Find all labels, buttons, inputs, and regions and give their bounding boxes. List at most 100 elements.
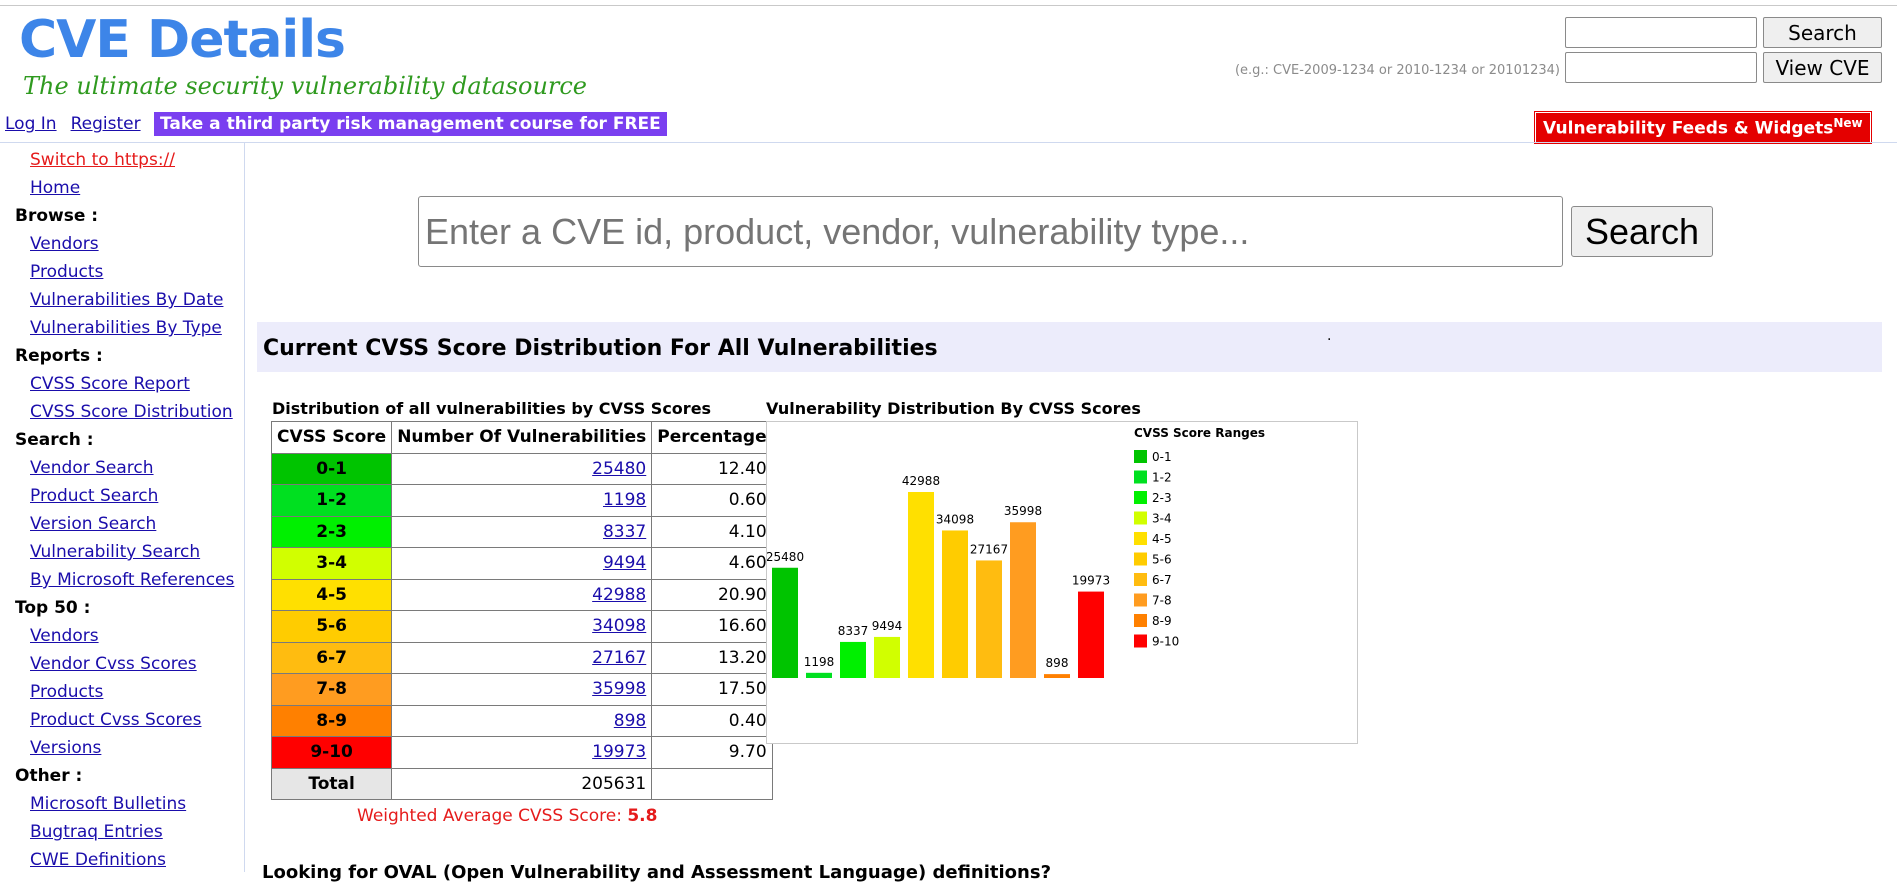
quick-search-input[interactable] [1565, 17, 1757, 48]
count-link[interactable]: 35998 [592, 679, 647, 700]
sidebar-item-products[interactable]: Products [30, 262, 104, 282]
sidebar-item-vulnerability-search[interactable]: Vulnerability Search [30, 542, 201, 562]
percentage-cell: 9.70 [651, 736, 773, 769]
legend-swatch [1134, 552, 1147, 566]
legend-swatch [1134, 593, 1147, 607]
sidebar-item-vendors[interactable]: Vendors [30, 234, 99, 254]
bar-5-6 [942, 530, 968, 678]
table-row: 3-4 9494 4.60 [270, 547, 773, 580]
count-link[interactable]: 27167 [592, 647, 647, 668]
table-caption: Distribution of all vulnerabilities by C… [272, 399, 712, 418]
sidebar-item-version-search[interactable]: Version Search [30, 514, 157, 534]
sidebar-head-reports: Reports : [15, 346, 103, 366]
promo-banner[interactable]: Take a third party risk management cours… [154, 112, 667, 136]
count-link[interactable]: 42988 [592, 584, 647, 605]
legend-swatch [1134, 470, 1147, 484]
count-cell: 8337 [391, 515, 653, 548]
table-row: 7-8 35998 17.50 [270, 673, 773, 706]
sidebar-item-vulns-by-date[interactable]: Vulnerabilities By Date [30, 290, 224, 310]
login-link[interactable]: Log In [5, 114, 57, 134]
legend-label: 3-4 [1152, 512, 1172, 526]
legend-swatch [1134, 573, 1147, 586]
percentage-cell: 0.60 [651, 484, 773, 517]
count-link[interactable]: 19973 [592, 742, 647, 763]
sidebar-item-top-product-cvss[interactable]: Product Cvss Scores [30, 710, 202, 730]
legend-label: 2-3 [1152, 491, 1172, 505]
legend-label: 7-8 [1152, 594, 1172, 608]
section-title: Current CVSS Score Distribution For All … [263, 336, 938, 361]
bar-9-10 [1078, 591, 1104, 678]
sidebar-item-top-versions[interactable]: Versions [30, 738, 102, 758]
count-link[interactable]: 898 [613, 710, 647, 731]
count-link[interactable]: 1198 [602, 490, 647, 511]
cve-example-hint: (e.g.: CVE-2009-1234 or 2010-1234 or 201… [1234, 63, 1560, 78]
quick-search-button[interactable]: Search [1763, 17, 1882, 48]
percentage-cell: 17.50 [651, 673, 773, 706]
main-search-input[interactable] [418, 196, 1563, 267]
count-cell: 898 [391, 704, 653, 737]
score-range-cell: 5-6 [270, 610, 393, 643]
sidebar-item-cvss-report[interactable]: CVSS Score Report [30, 374, 190, 394]
bar-0-1 [772, 567, 798, 678]
bar-value-label: 42988 [902, 474, 940, 488]
col-header-percentage: Percentage [651, 421, 773, 454]
bar-4-5 [908, 492, 934, 678]
bar-1-2 [806, 672, 832, 678]
legend-swatch [1134, 614, 1147, 627]
bar-value-label: 898 [1046, 656, 1069, 670]
bar-value-label: 27167 [970, 542, 1008, 556]
count-link[interactable]: 8337 [602, 521, 647, 542]
legend-label: 6-7 [1152, 573, 1172, 587]
legend-label: 4-5 [1152, 532, 1172, 546]
table-row: 2-3 8337 4.10 [270, 515, 773, 548]
score-range-cell: 6-7 [270, 641, 393, 674]
table-row: 1-2 1198 0.60 [270, 484, 773, 517]
count-link[interactable]: 9494 [602, 553, 647, 574]
view-cve-input[interactable] [1565, 52, 1757, 83]
sidebar-item-top-vendors[interactable]: Vendors [30, 626, 99, 646]
table-row: 0-1 25480 12.40 [270, 452, 773, 485]
table-row: 9-10 19973 9.70 [270, 736, 773, 769]
site-tagline: The ultimate security vulnerability data… [23, 72, 588, 100]
sidebar-item-ms-bulletins[interactable]: Microsoft Bulletins [30, 794, 187, 814]
sidebar-item-cwe[interactable]: CWE Definitions [30, 850, 166, 870]
sidebar-item-home[interactable]: Home [30, 178, 81, 198]
sidebar-item-product-search[interactable]: Product Search [30, 486, 159, 506]
sidebar-item-ms-references[interactable]: By Microsoft References [30, 570, 235, 590]
register-link[interactable]: Register [70, 114, 141, 134]
total-label: Total [270, 767, 393, 800]
sidebar-item-top-vendor-cvss[interactable]: Vendor Cvss Scores [30, 654, 197, 674]
site-logo[interactable]: CVE Details [19, 10, 346, 70]
count-cell: 25480 [391, 452, 653, 485]
vulnerability-feeds-button[interactable]: Vulnerability Feeds & WidgetsNew [1534, 111, 1872, 144]
count-link[interactable]: 25480 [592, 458, 647, 479]
percentage-cell: 16.60 [651, 610, 773, 643]
table-row: 4-5 42988 20.90 [270, 578, 773, 611]
score-range-cell: 3-4 [270, 547, 393, 580]
table-row: 5-6 34098 16.60 [270, 610, 773, 643]
sidebar-item-vendor-search[interactable]: Vendor Search [30, 458, 154, 478]
oval-promo-text: Looking for OVAL (Open Vulnerability and… [262, 862, 1052, 883]
section-header: Current CVSS Score Distribution For All … [257, 322, 1882, 372]
bar-value-label: 25480 [767, 550, 804, 564]
bar-value-label: 34098 [936, 512, 974, 526]
view-cve-button[interactable]: View CVE [1763, 52, 1882, 83]
main-search-button[interactable]: Search [1571, 206, 1713, 257]
sidebar-head-search: Search : [15, 430, 94, 450]
switch-https-link[interactable]: Switch to https:// [30, 150, 176, 170]
count-cell: 34098 [391, 610, 653, 643]
sidebar-item-cvss-distribution[interactable]: CVSS Score Distribution [30, 402, 233, 422]
bar-value-label: 35998 [1004, 504, 1042, 518]
count-link[interactable]: 34098 [592, 616, 647, 637]
count-cell: 19973 [391, 736, 653, 769]
top-border [0, 5, 1897, 6]
sidebar-item-top-products[interactable]: Products [30, 682, 104, 702]
score-range-cell: 8-9 [270, 704, 393, 737]
legend-swatch [1134, 532, 1147, 545]
percentage-cell: 4.60 [651, 547, 773, 580]
sidebar-item-vulns-by-type[interactable]: Vulnerabilities By Type [30, 318, 222, 338]
percentage-cell: 20.90 [651, 578, 773, 611]
sidebar-item-bugtraq[interactable]: Bugtraq Entries [30, 822, 163, 842]
bar-value-label: 9494 [872, 619, 903, 633]
percentage-cell: 4.10 [651, 515, 773, 548]
